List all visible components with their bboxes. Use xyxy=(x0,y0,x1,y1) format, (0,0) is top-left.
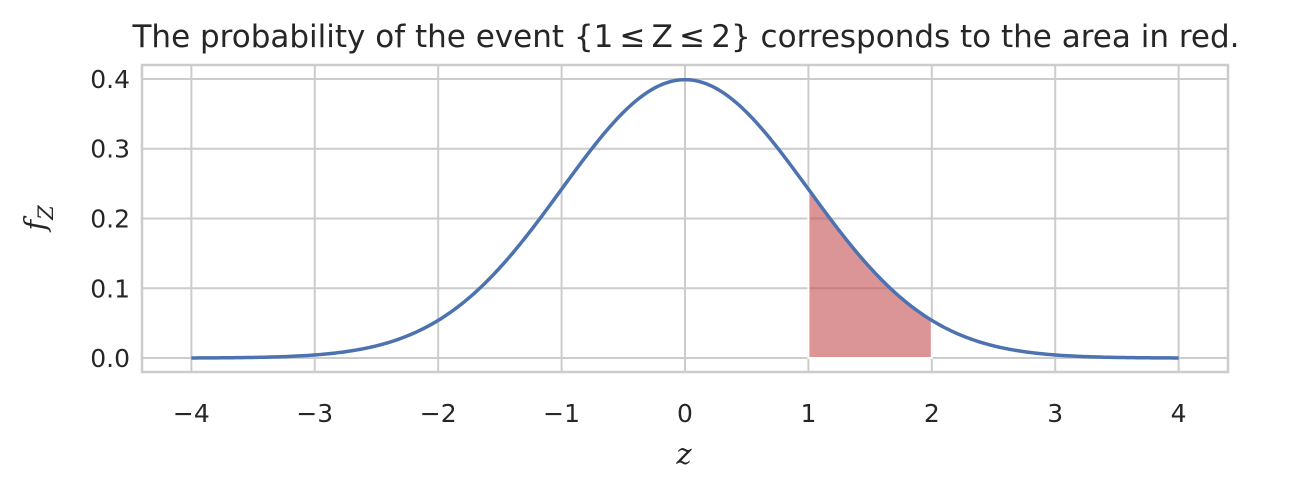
x-tick-labels: −4 −3 −2 −1 0 1 2 3 4 xyxy=(173,399,1187,428)
y-axis-label-subscript: Z xyxy=(34,205,58,221)
y-tick-label: 0.3 xyxy=(90,135,130,164)
y-tick-label: 0.2 xyxy=(90,205,130,234)
curve-layer xyxy=(191,77,1179,360)
x-tick-label: −1 xyxy=(543,399,580,428)
y-tick-label: 0.1 xyxy=(90,274,130,303)
chart-title: The probability of the event {1 ≤ Z ≤ 2}… xyxy=(131,19,1239,55)
y-tick-label: 0.4 xyxy=(90,65,130,94)
x-tick-label: 0 xyxy=(677,399,693,428)
x-tick-label: 2 xyxy=(924,399,940,428)
x-tick-label: 4 xyxy=(1171,399,1187,428)
y-tick-label: 0.0 xyxy=(90,344,130,373)
x-tick-label: 3 xyxy=(1047,399,1063,428)
x-tick-label: −3 xyxy=(296,399,333,428)
y-tick-labels: 0.0 0.1 0.2 0.3 0.4 xyxy=(90,65,130,373)
plot-frame xyxy=(140,63,1230,374)
x-tick-label: −4 xyxy=(173,399,210,428)
y-axis-label: fZ xyxy=(18,205,58,233)
x-axis-label: z xyxy=(675,437,692,471)
grid xyxy=(142,65,1228,372)
x-tick-label: −2 xyxy=(420,399,457,428)
pdf-curve xyxy=(191,77,1179,360)
x-tick-label: 1 xyxy=(800,399,816,428)
